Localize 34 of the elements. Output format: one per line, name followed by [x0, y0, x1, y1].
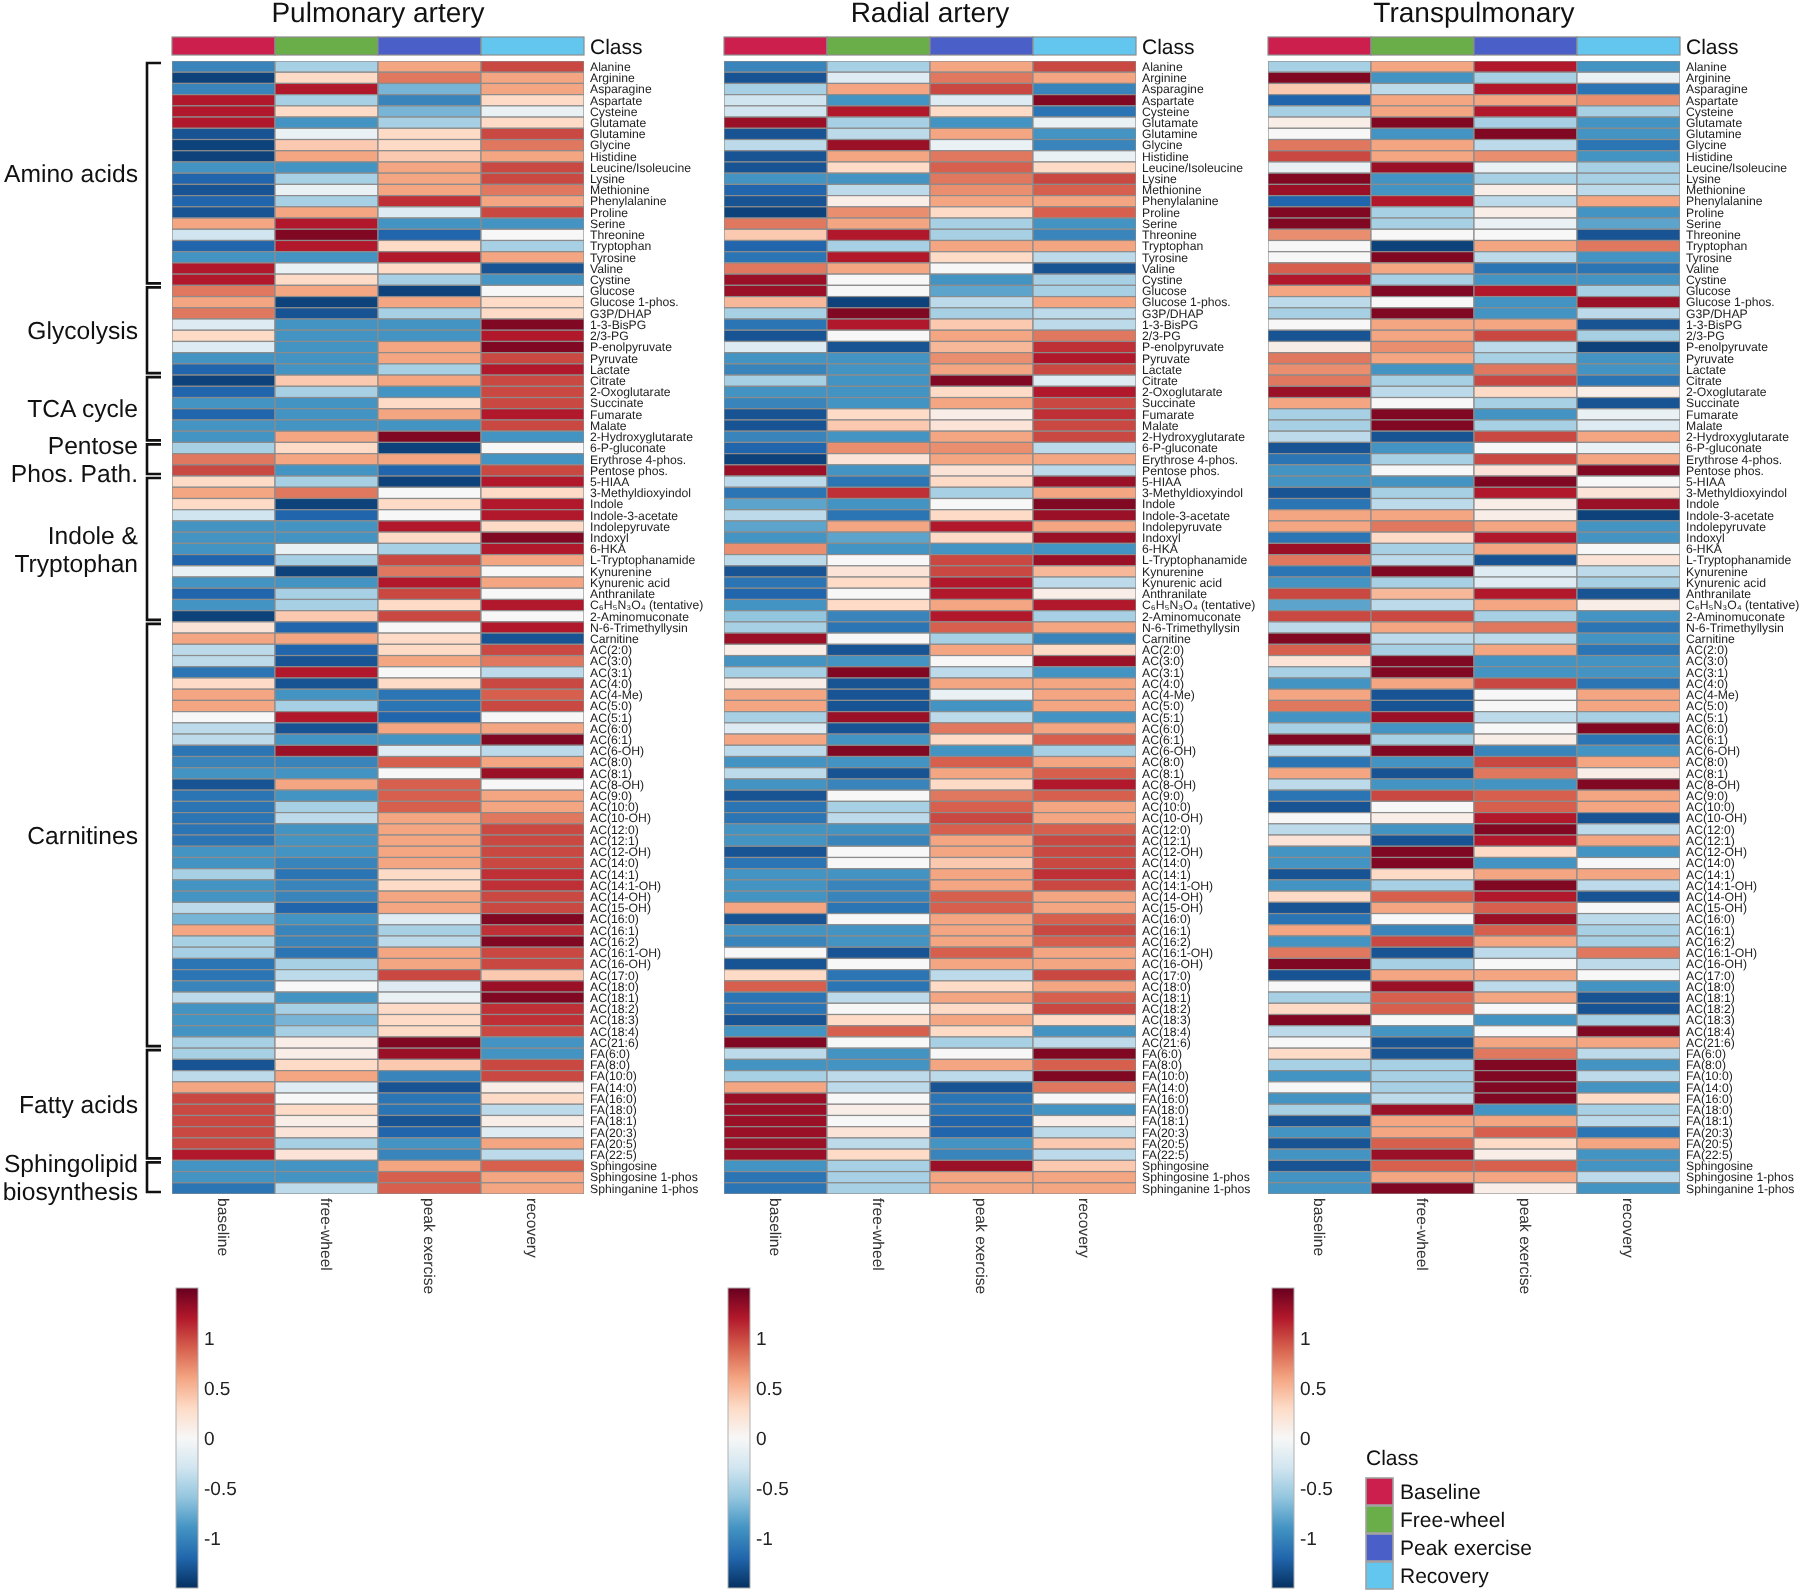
chart-title: Transpulmonary — [1373, 0, 1575, 28]
text: Class — [1142, 36, 1195, 60]
category-label: Peak exercise — [1400, 1537, 1533, 1562]
color-bar-label: -1 — [756, 1528, 773, 1551]
legend-title: Class — [1366, 1447, 1419, 1472]
color-bar-label: 1 — [756, 1328, 767, 1351]
text: Fatty acids — [19, 1090, 138, 1119]
category-label: Baseline — [1400, 1481, 1481, 1506]
chart-title: Radial artery — [850, 0, 1010, 28]
text: Indole & Tryptophan — [14, 521, 140, 578]
text: Pentose Phos. Path. — [10, 431, 139, 488]
color-bar-label: 0 — [204, 1428, 215, 1451]
color-bar-label: 0 — [756, 1428, 767, 1451]
color-bar-label: 1 — [1300, 1328, 1311, 1351]
category-label: Free-wheel — [1400, 1509, 1506, 1534]
color-bar-label: 0 — [1300, 1428, 1311, 1451]
color-bar-label: -1 — [204, 1528, 221, 1551]
category-label: Recovery — [1400, 1565, 1491, 1590]
color-bar-label: -0.5 — [204, 1478, 237, 1501]
color-bar-label: 0.5 — [204, 1378, 231, 1401]
text: Class — [590, 36, 643, 60]
text: Amino acids — [4, 159, 138, 188]
text: TCA cycle — [27, 395, 139, 424]
color-bar-label: 1 — [204, 1328, 215, 1351]
color-bar-label: 0.5 — [756, 1378, 783, 1401]
color-bar-label: -0.5 — [756, 1478, 789, 1501]
text: Class — [1686, 36, 1739, 60]
color-bar-label: 0.5 — [1300, 1378, 1327, 1401]
text: Carnitines — [27, 821, 138, 850]
color-bar-label: -1 — [1300, 1528, 1317, 1551]
chart-title: Pulmonary artery — [271, 0, 485, 28]
color-bar-label: -0.5 — [1300, 1478, 1333, 1501]
text: Glycolysis — [27, 316, 138, 345]
text: Sphingolipid biosynthesis — [2, 1149, 139, 1206]
